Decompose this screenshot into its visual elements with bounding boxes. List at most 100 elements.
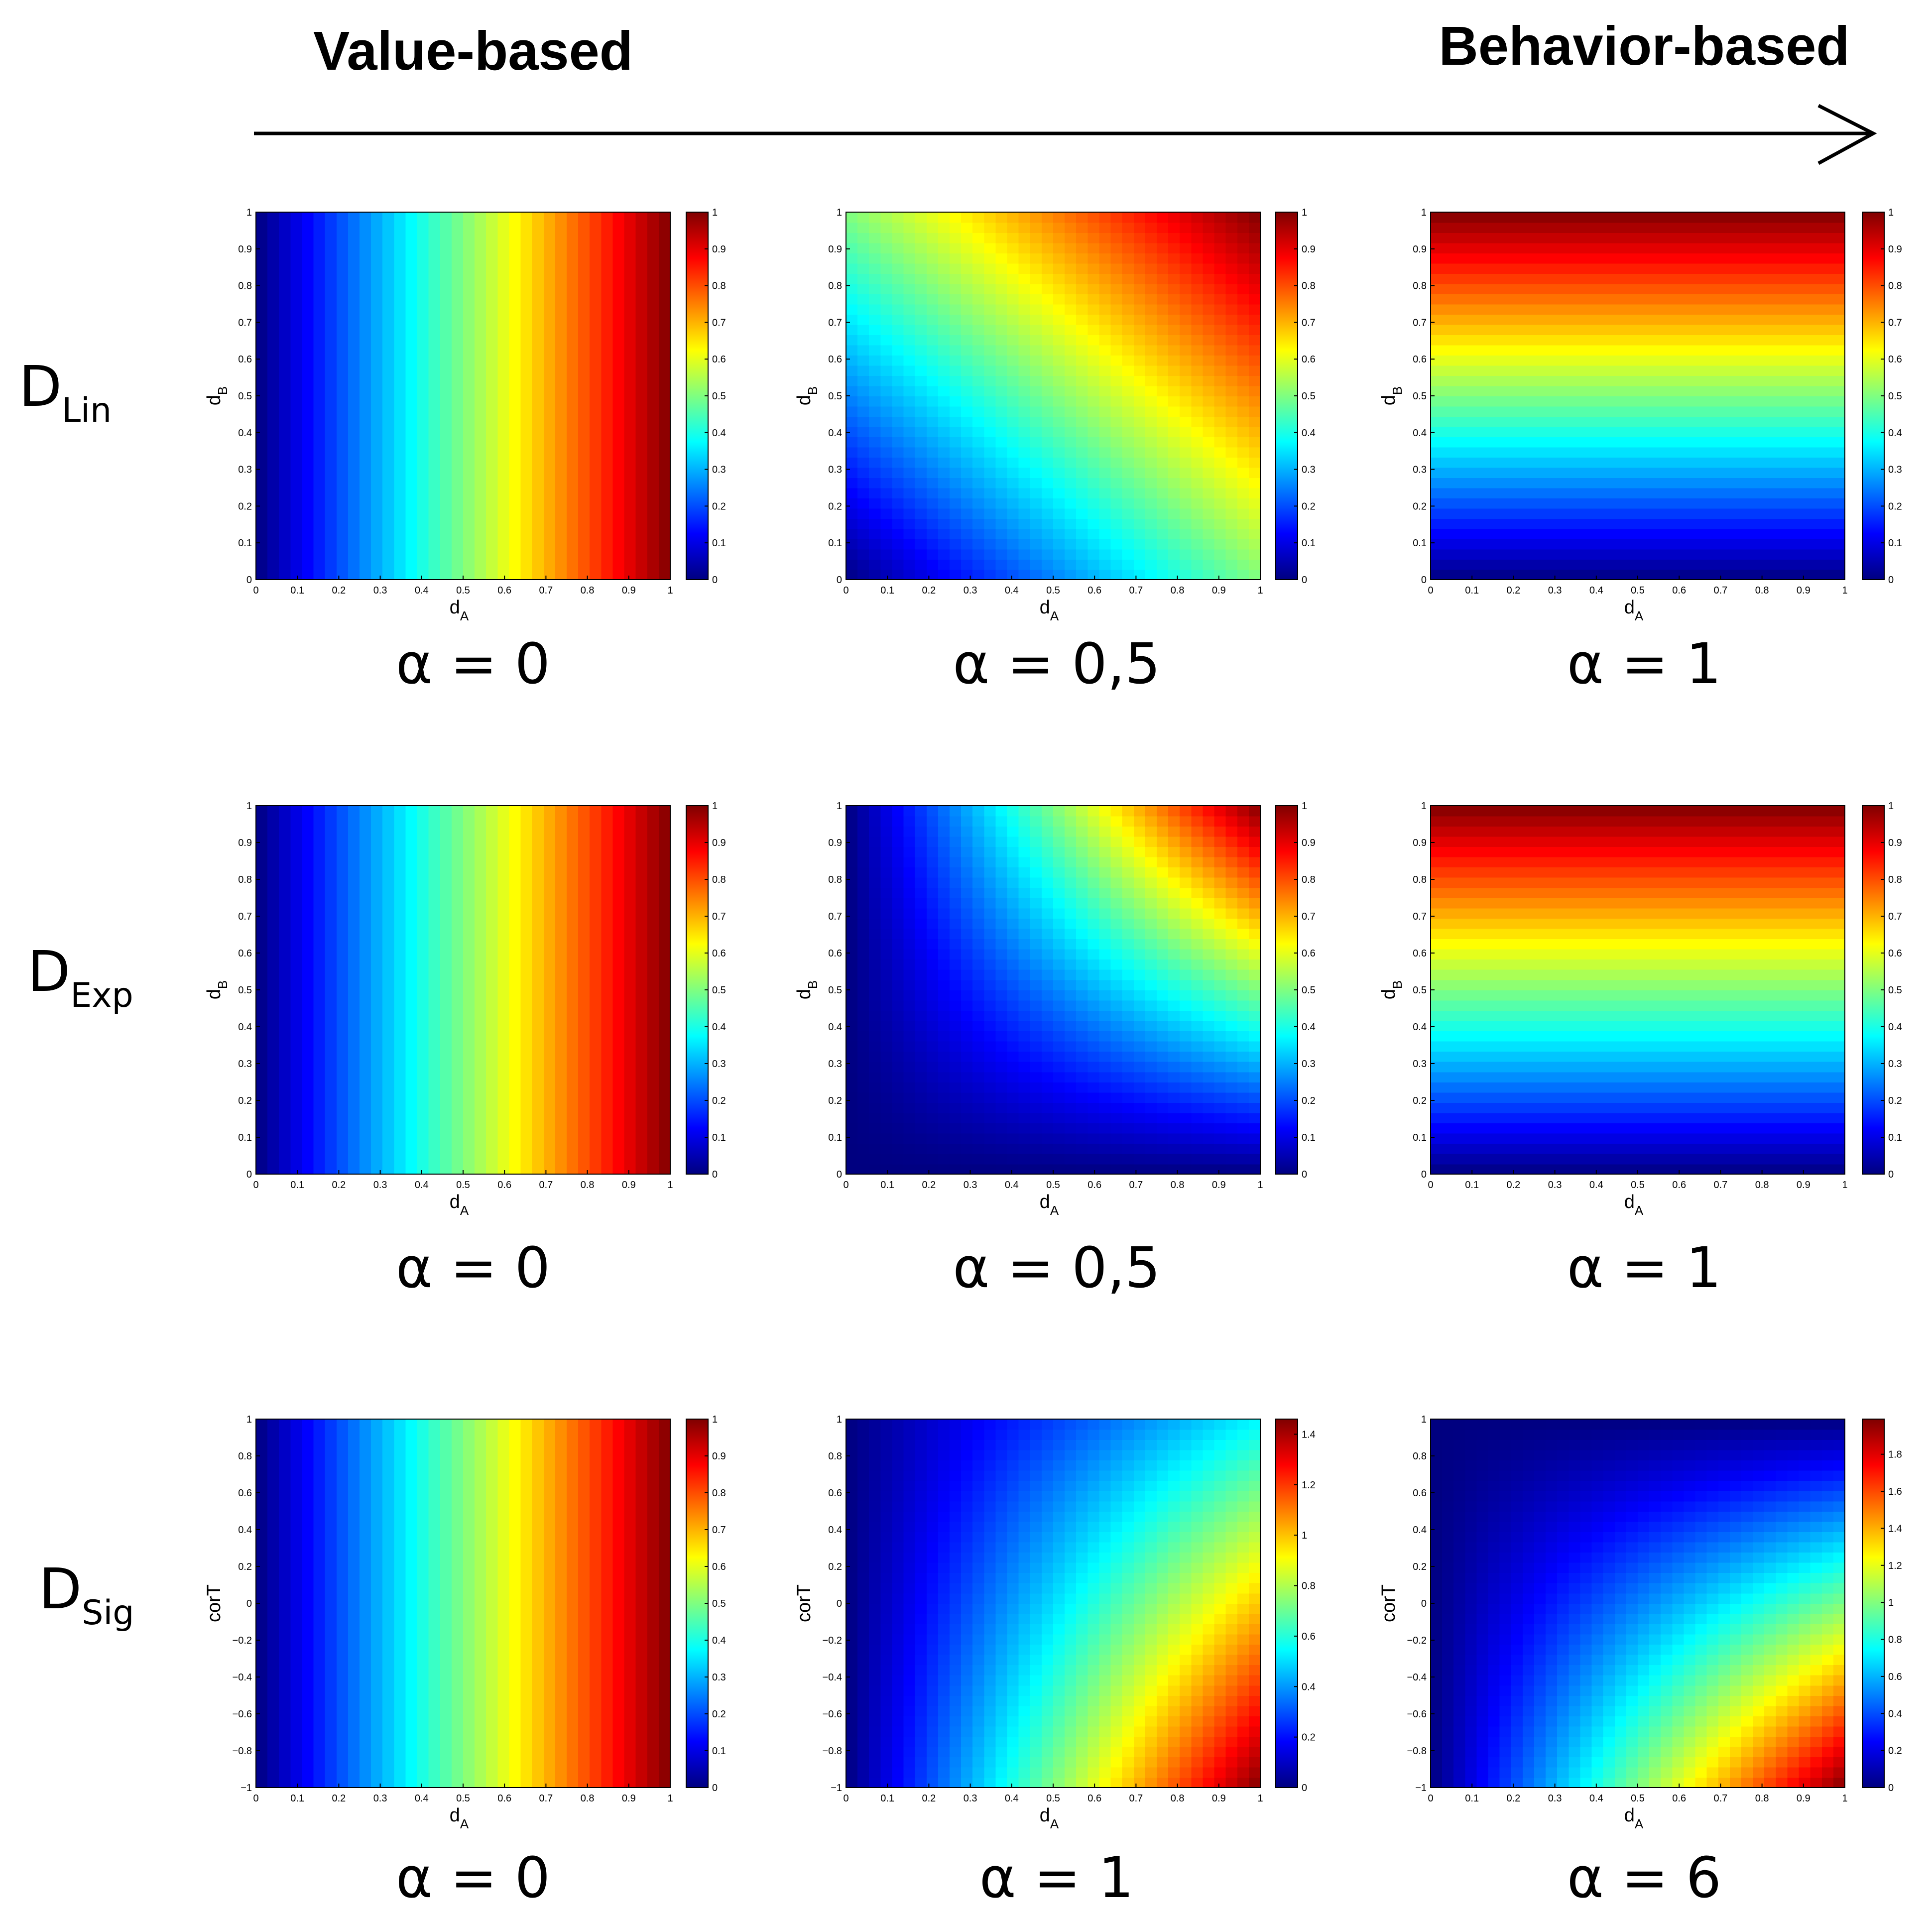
heatmap-cell xyxy=(1191,447,1204,458)
heatmap-cell xyxy=(1041,518,1054,529)
heatmap-cell xyxy=(382,806,395,817)
heatmap-cell xyxy=(382,385,395,396)
heatmap-cell xyxy=(313,487,326,498)
heatmap-cell xyxy=(1248,559,1261,570)
heatmap-cell xyxy=(1821,478,1834,488)
heatmap-cell xyxy=(880,375,893,386)
heatmap-cell xyxy=(892,559,904,570)
heatmap-cell xyxy=(1099,242,1111,253)
heatmap-cell xyxy=(520,1153,533,1165)
heatmap-cell xyxy=(555,273,567,284)
heatmap-cell xyxy=(961,355,973,366)
heatmap-cell xyxy=(1087,559,1100,570)
heatmap-cell xyxy=(1007,447,1019,458)
heatmap-cell xyxy=(1684,263,1696,274)
heatmap-cell xyxy=(1546,385,1558,396)
heatmap-cell xyxy=(1076,549,1088,560)
heatmap-cell xyxy=(1065,324,1077,335)
heatmap-cell xyxy=(846,222,858,233)
heatmap-cell xyxy=(382,222,395,233)
heatmap-cell xyxy=(1614,314,1627,325)
heatmap-cell xyxy=(1041,498,1054,509)
heatmap-cell xyxy=(1041,283,1054,294)
heatmap-cell xyxy=(1718,518,1730,529)
heatmap-cell xyxy=(1145,335,1157,346)
heatmap-cell xyxy=(1672,518,1685,529)
heatmap-cell xyxy=(1672,487,1685,498)
heatmap-cell xyxy=(267,1061,280,1073)
heatmap-cell xyxy=(256,314,268,325)
heatmap-cell xyxy=(360,569,371,580)
heatmap-cell xyxy=(578,467,591,478)
heatmap-cell xyxy=(405,1102,418,1113)
heatmap-cell xyxy=(1499,518,1512,529)
heatmap-cell xyxy=(509,467,521,478)
heatmap-cell xyxy=(302,304,314,315)
heatmap-cell xyxy=(417,1143,429,1154)
heatmap-cell xyxy=(1614,478,1627,488)
heatmap-cell xyxy=(624,406,636,417)
heatmap-cell xyxy=(903,385,916,396)
heatmap-cell xyxy=(1787,528,1800,539)
heatmap-cell xyxy=(1499,569,1512,580)
heatmap-cell xyxy=(1248,335,1261,346)
heatmap-cell xyxy=(1076,375,1088,386)
heatmap-cell xyxy=(1534,426,1546,437)
heatmap-cell xyxy=(279,457,291,468)
heatmap-cell xyxy=(1591,478,1604,488)
heatmap-cell xyxy=(1499,345,1512,356)
heatmap-cell xyxy=(1569,416,1581,427)
heatmap-cell xyxy=(1076,559,1088,570)
heatmap-cell xyxy=(1168,406,1181,417)
heatmap-cell xyxy=(1511,365,1523,376)
heatmap-cell xyxy=(1237,559,1249,570)
heatmap-cell xyxy=(360,375,371,386)
heatmap-cell xyxy=(463,1051,475,1062)
heatmap-cell xyxy=(290,1164,303,1175)
heatmap-cell xyxy=(1810,385,1822,396)
heatmap-cell xyxy=(348,242,360,253)
heatmap-cell xyxy=(1237,457,1249,468)
heatmap-cell xyxy=(405,355,418,366)
heatmap-cell xyxy=(451,1051,464,1062)
heatmap-cell xyxy=(1511,559,1523,570)
heatmap-cell xyxy=(1753,242,1765,253)
heatmap-cell xyxy=(1557,406,1570,417)
heatmap-cell xyxy=(486,416,498,427)
heatmap-cell xyxy=(995,569,1008,580)
heatmap-cell xyxy=(1087,263,1100,274)
heatmap-cell xyxy=(624,416,636,427)
heatmap-cell xyxy=(486,949,498,960)
heatmap-cell xyxy=(1569,478,1581,488)
heatmap-cell xyxy=(1787,233,1800,243)
heatmap-cell xyxy=(1488,549,1500,560)
heatmap-cell xyxy=(926,539,939,550)
heatmap-cell xyxy=(961,304,973,315)
heatmap-cell xyxy=(612,426,625,437)
heatmap-cell xyxy=(1603,528,1615,539)
heatmap-cell xyxy=(903,375,916,386)
heatmap-cell xyxy=(313,836,326,847)
heatmap-cell xyxy=(1110,447,1123,458)
heatmap-cell xyxy=(1076,385,1088,396)
heatmap-cell xyxy=(903,345,916,356)
heatmap-cell xyxy=(1718,304,1730,315)
heatmap-cell xyxy=(348,1020,360,1032)
heatmap-cell xyxy=(1787,253,1800,264)
heatmap-cell xyxy=(984,263,996,274)
heatmap-cell xyxy=(938,304,950,315)
heatmap-cell xyxy=(302,253,314,264)
heatmap-cell xyxy=(647,314,659,325)
heatmap-cell xyxy=(647,559,659,570)
heatmap-cell xyxy=(290,487,303,498)
heatmap-cell xyxy=(1442,365,1454,376)
heatmap-cell xyxy=(1191,324,1204,335)
heatmap-cell xyxy=(1729,559,1742,570)
heatmap-cell xyxy=(1133,498,1146,509)
heatmap-cell xyxy=(509,528,521,539)
heatmap-cell xyxy=(336,949,349,960)
heatmap-cell xyxy=(509,212,521,223)
heatmap-cell xyxy=(1569,263,1581,274)
heatmap-cell xyxy=(1718,426,1730,437)
heatmap-cell xyxy=(428,406,441,417)
